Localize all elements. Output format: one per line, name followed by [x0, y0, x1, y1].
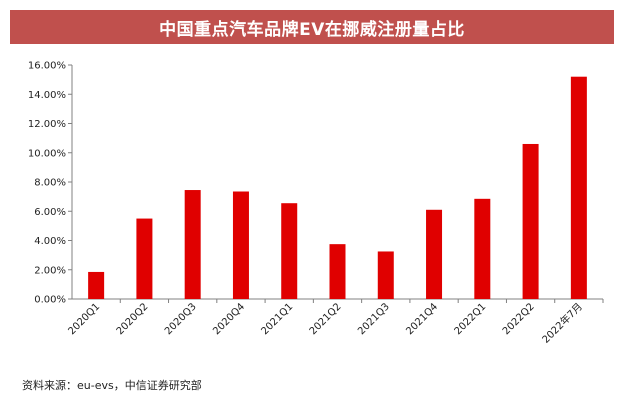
y-tick-label: 4.00% [34, 236, 66, 247]
x-tick-label: 2020Q3 [163, 301, 199, 337]
y-tick-label: 12.00% [28, 119, 66, 130]
bar [88, 271, 105, 299]
bar [570, 76, 587, 299]
y-tick-label: 6.00% [34, 207, 66, 218]
bar [184, 190, 201, 299]
bar [426, 209, 443, 299]
bar [522, 143, 539, 299]
x-tick-label: 2022Q1 [453, 301, 489, 337]
y-tick-label: 16.00% [28, 61, 66, 72]
y-tick-label: 2.00% [34, 265, 66, 276]
chart-title: 中国重点汽车品牌EV在挪威注册量占比 [159, 19, 465, 40]
bar [474, 198, 491, 299]
x-tick-label: 2020Q4 [211, 301, 247, 337]
x-tick-label: 2020Q2 [115, 301, 151, 337]
source-note: 资料来源：eu-evs，中信证券研究部 [22, 379, 202, 392]
chart-title-bar: 中国重点汽车品牌EV在挪威注册量占比 [10, 10, 614, 44]
bar [136, 218, 153, 299]
x-tick-label: 2020Q1 [66, 301, 102, 337]
x-tick-label: 2021Q3 [356, 301, 392, 337]
y-tick-label: 0.00% [34, 295, 66, 306]
y-tick-label: 14.00% [28, 90, 66, 101]
x-tick-label: 2022Q2 [501, 301, 537, 337]
x-tick-label: 2021Q1 [260, 301, 296, 337]
x-tick-label: 2021Q2 [308, 301, 344, 337]
y-tick-label: 8.00% [34, 178, 66, 189]
x-tick-label: 2022年7月 [539, 300, 585, 346]
bar [377, 251, 394, 299]
x-tick-label: 2021Q4 [404, 301, 440, 337]
bar [329, 244, 346, 299]
y-tick-label: 10.00% [28, 148, 66, 159]
bar [232, 191, 249, 299]
bar [281, 203, 298, 299]
